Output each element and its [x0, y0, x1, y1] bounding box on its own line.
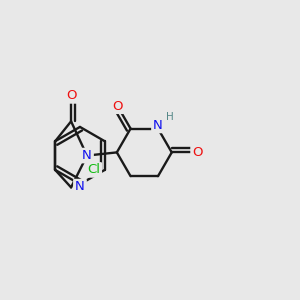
Text: O: O: [192, 146, 203, 159]
Text: N: N: [74, 180, 86, 193]
Text: Cl: Cl: [87, 164, 100, 176]
Text: H: H: [167, 112, 174, 122]
Text: N: N: [82, 149, 92, 162]
Text: N: N: [152, 119, 164, 132]
Text: O: O: [192, 146, 202, 159]
Text: N: N: [81, 149, 93, 162]
Text: O: O: [65, 89, 77, 102]
Text: N: N: [75, 180, 85, 193]
Text: O: O: [112, 100, 123, 113]
Text: O: O: [112, 100, 123, 113]
Text: Cl: Cl: [86, 164, 101, 176]
Text: O: O: [66, 89, 76, 102]
Text: N: N: [153, 119, 163, 132]
